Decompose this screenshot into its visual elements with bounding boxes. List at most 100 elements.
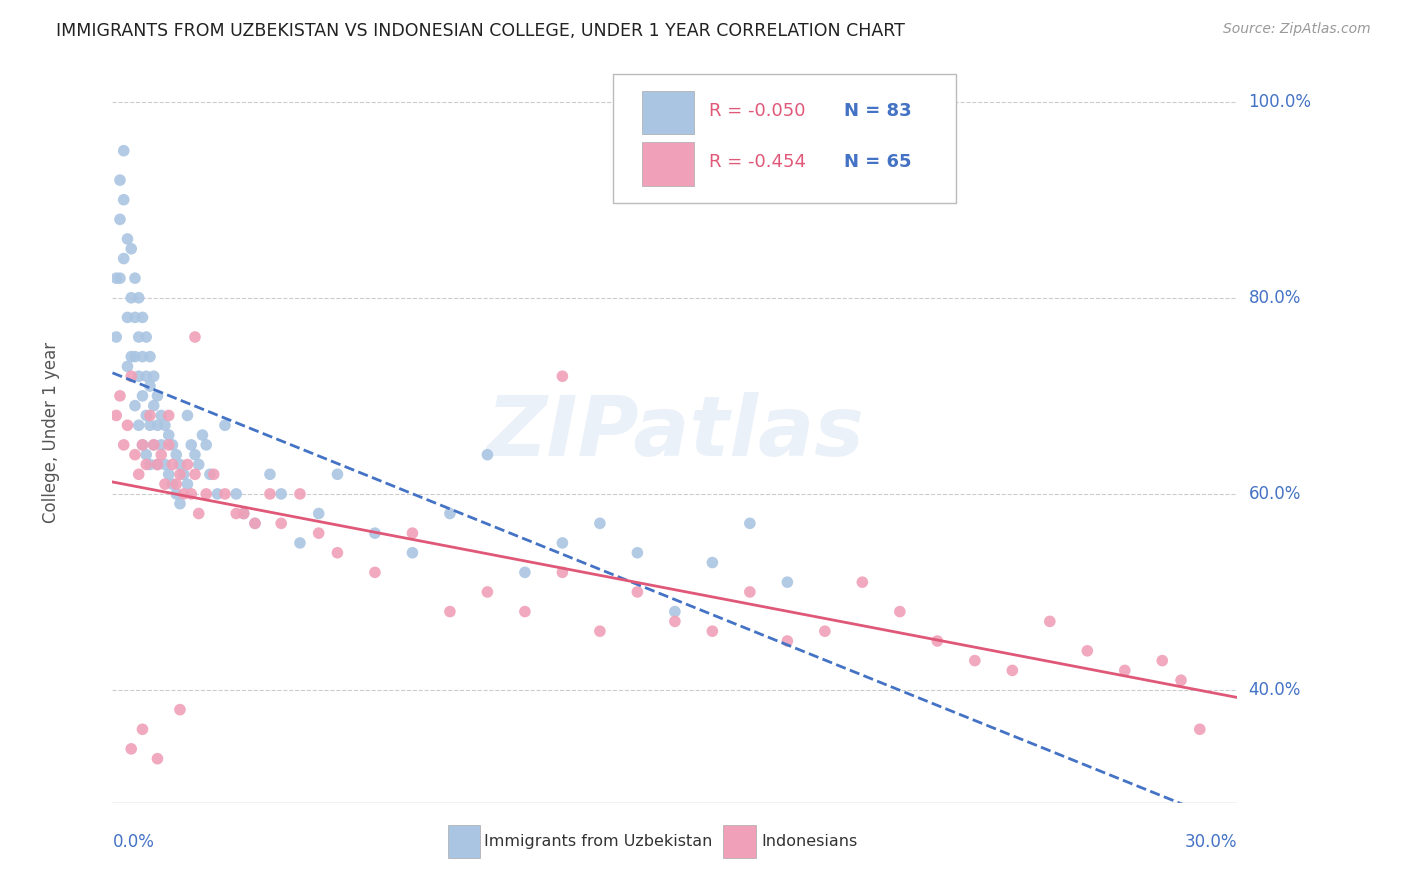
Point: [131, 723, 153, 737]
Point: [124, 448, 146, 462]
Text: 100.0%: 100.0%: [1249, 93, 1312, 111]
Point: [401, 546, 423, 560]
Point: [270, 516, 292, 531]
Point: [326, 467, 349, 482]
Point: [105, 330, 128, 344]
Point: [157, 428, 180, 442]
Point: [112, 144, 135, 158]
Point: [207, 487, 229, 501]
Point: [214, 418, 236, 433]
Point: [108, 389, 131, 403]
Point: [150, 438, 173, 452]
Point: [439, 507, 461, 521]
Point: [626, 546, 648, 560]
Text: R = -0.050: R = -0.050: [709, 102, 806, 120]
Text: 0.0%: 0.0%: [112, 833, 155, 851]
Point: [184, 467, 207, 482]
Point: [180, 438, 202, 452]
Point: [124, 310, 146, 325]
Point: [308, 526, 330, 541]
Point: [259, 467, 281, 482]
Point: [128, 330, 150, 344]
Point: [165, 487, 187, 501]
Point: [146, 752, 169, 766]
Point: [401, 526, 423, 541]
Point: [202, 467, 225, 482]
Point: [1188, 723, 1211, 737]
Point: [1152, 654, 1174, 668]
Point: [124, 271, 146, 285]
Point: [702, 556, 724, 570]
Point: [169, 467, 191, 482]
Point: [135, 369, 157, 384]
Point: [131, 310, 153, 325]
Text: Indonesians: Indonesians: [762, 834, 858, 849]
Point: [142, 399, 165, 413]
Point: [326, 546, 349, 560]
Point: [184, 448, 207, 462]
Point: [232, 507, 254, 521]
Point: [776, 634, 799, 648]
Text: 30.0%: 30.0%: [1185, 833, 1237, 851]
Point: [195, 438, 218, 452]
Point: [162, 477, 184, 491]
Point: [105, 271, 128, 285]
Point: [288, 487, 311, 501]
Point: [124, 350, 146, 364]
Point: [176, 409, 198, 423]
Point: [117, 310, 139, 325]
Point: [963, 654, 986, 668]
Point: [139, 350, 162, 364]
Point: [664, 605, 686, 619]
Point: [153, 477, 176, 491]
Text: N = 83: N = 83: [844, 102, 911, 120]
Text: Source: ZipAtlas.com: Source: ZipAtlas.com: [1223, 22, 1371, 37]
FancyBboxPatch shape: [643, 143, 695, 186]
Point: [180, 487, 202, 501]
Point: [776, 575, 799, 590]
Point: [142, 438, 165, 452]
Point: [308, 507, 330, 521]
Text: College, Under 1 year: College, Under 1 year: [42, 342, 59, 524]
Point: [176, 458, 198, 472]
Point: [139, 418, 162, 433]
Point: [135, 330, 157, 344]
Point: [131, 438, 153, 452]
Point: [131, 438, 153, 452]
FancyBboxPatch shape: [447, 825, 481, 857]
Point: [225, 487, 247, 501]
Point: [150, 409, 173, 423]
Point: [551, 536, 574, 550]
Point: [120, 369, 142, 384]
Point: [165, 448, 187, 462]
Point: [173, 467, 195, 482]
Point: [139, 379, 162, 393]
Point: [128, 369, 150, 384]
Text: IMMIGRANTS FROM UZBEKISTAN VS INDONESIAN COLLEGE, UNDER 1 YEAR CORRELATION CHART: IMMIGRANTS FROM UZBEKISTAN VS INDONESIAN…: [56, 22, 905, 40]
Point: [135, 458, 157, 472]
Point: [214, 487, 236, 501]
Point: [364, 566, 387, 580]
Point: [589, 516, 612, 531]
Point: [477, 448, 499, 462]
Point: [139, 409, 162, 423]
Point: [288, 536, 311, 550]
Text: 40.0%: 40.0%: [1249, 681, 1301, 699]
Text: Immigrants from Uzbekistan: Immigrants from Uzbekistan: [484, 834, 711, 849]
Point: [664, 615, 686, 629]
Point: [165, 477, 187, 491]
Point: [1170, 673, 1192, 688]
Point: [173, 487, 195, 501]
Point: [270, 487, 292, 501]
Point: [243, 516, 266, 531]
Point: [191, 428, 214, 442]
Point: [551, 566, 574, 580]
Point: [112, 252, 135, 266]
Point: [135, 409, 157, 423]
Point: [738, 585, 761, 599]
Point: [157, 438, 180, 452]
Point: [477, 585, 499, 599]
Point: [184, 330, 207, 344]
Point: [112, 438, 135, 452]
Point: [626, 585, 648, 599]
